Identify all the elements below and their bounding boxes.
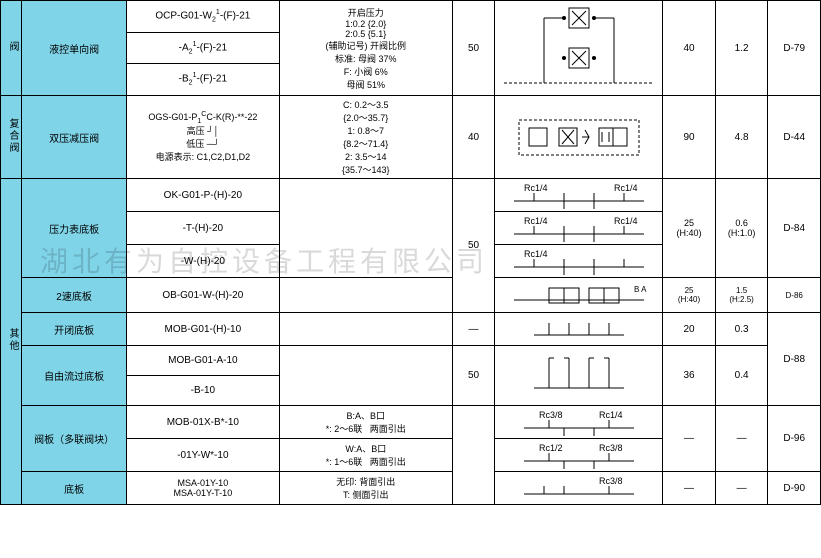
model-mob-b: -B-10 <box>127 376 279 406</box>
mass-1: 1.2 <box>715 1 768 96</box>
mass-4: 1.5(H:2.5) <box>715 278 768 313</box>
svg-text:Rc3/8: Rc3/8 <box>539 410 563 420</box>
category-dual-pressure: 双压减压阀 <box>22 96 127 179</box>
diagram-2speed: B A <box>495 278 663 313</box>
weight-6: 36 <box>663 346 716 406</box>
mass-8: — <box>715 472 768 505</box>
category-base: 底板 <box>22 472 127 505</box>
model-mob: MOB-G01-(H)-10 <box>127 313 279 346</box>
diagram-manifold-1: Rc3/8 Rc1/4 <box>495 406 663 439</box>
specs-gauge <box>279 179 452 278</box>
model-ogs: OGS-G01-P1CC-K(R)-**-22 高压 ┘│ 低压 ─┘ 电源表示… <box>127 96 279 179</box>
weight-4: 25(H:40) <box>663 278 716 313</box>
mass-6: 0.4 <box>715 346 768 406</box>
specs-manifold-2: W:A、B口*: 1～6联 两面引出 <box>279 439 452 472</box>
group-label-composite: 复合阀 <box>1 96 22 179</box>
model-ok-p: OK-G01-P-(H)-20 <box>127 179 279 212</box>
category-onoff: 开闭底板 <box>22 313 127 346</box>
specs-ogs: C: 0.2～3.5 {2.0～35.7} 1: 0.8～7 {8.2～71.4… <box>279 96 452 179</box>
category-2speed: 2速底板 <box>22 278 127 313</box>
weight-3: 25(H:40) <box>663 179 716 278</box>
diagram-base: Rc3/8 <box>495 472 663 505</box>
diagram-manifold-2: Rc1/2 Rc3/8 <box>495 439 663 472</box>
diagram-freeflow <box>495 346 663 406</box>
specs-base: 无印: 背面引出 T: 侧面引出 <box>279 472 452 505</box>
diagram-gauge-1: Rc1/4 Rc1/4 <box>495 179 663 212</box>
model-ob: OB-G01-W-(H)-20 <box>127 278 279 313</box>
diagram-1 <box>495 1 663 96</box>
model-mob-01x: MOB-01X-B*-10 <box>127 406 279 439</box>
pressure-7 <box>453 406 495 505</box>
svg-text:Rc1/4: Rc1/4 <box>614 183 638 193</box>
svg-text:Rc1/4: Rc1/4 <box>524 249 548 259</box>
model-mob-01y: -01Y-W*-10 <box>127 439 279 472</box>
model-ocp: OCP-G01-W21-(F)-21 <box>127 1 279 33</box>
mass-3: 0.6(H:1.0) <box>715 179 768 278</box>
svg-text:Rc1/4: Rc1/4 <box>524 216 548 226</box>
category-pilot-check: 液控单向阀 <box>22 1 127 96</box>
svg-text:Rc3/8: Rc3/8 <box>599 476 623 486</box>
specs-2speed <box>279 278 452 313</box>
pressure-2: 40 <box>453 96 495 179</box>
category-freeflow: 自由流过底板 <box>22 346 127 406</box>
pressure-5: — <box>453 313 495 346</box>
mass-5: 0.3 <box>715 313 768 346</box>
diagram-gauge-3: Rc1/4 <box>495 245 663 278</box>
pressure-3: 50 <box>453 179 495 313</box>
ref-2: D-44 <box>768 96 821 179</box>
spec-table: 阀 液控单向阀 OCP-G01-W21-(F)-21 开启压力 1:0.2 {2… <box>0 0 821 505</box>
specs-pilot-check: 开启压力 1:0.2 {2.0} 2:0.5 {5.1} (辅助记号) 开阀比例… <box>279 1 452 96</box>
svg-text:Rc1/2: Rc1/2 <box>539 443 563 453</box>
weight-7: — <box>663 406 716 472</box>
ref-3: D-84 <box>768 179 821 278</box>
diagram-2 <box>495 96 663 179</box>
specs-onoff <box>279 313 452 346</box>
ref-7: D-96 <box>768 406 821 472</box>
ref-5: D-88 <box>768 313 821 406</box>
svg-text:B A: B A <box>634 285 647 294</box>
svg-text:Rc1/4: Rc1/4 <box>599 410 623 420</box>
svg-text:Rc1/4: Rc1/4 <box>614 216 638 226</box>
model-a: -A21-(F)-21 <box>127 32 279 64</box>
ref-1: D-79 <box>768 1 821 96</box>
diagram-onoff <box>495 313 663 346</box>
specs-manifold-1: B:A、B口*: 2～6联 两面引出 <box>279 406 452 439</box>
category-gauge-base: 压力表底板 <box>22 179 127 278</box>
diagram-gauge-2: Rc1/4 Rc1/4 <box>495 212 663 245</box>
weight-2: 90 <box>663 96 716 179</box>
mass-7: — <box>715 406 768 472</box>
category-manifold: 阀板（多联阀块） <box>22 406 127 472</box>
weight-1: 40 <box>663 1 716 96</box>
model-ok-t: -T-(H)-20 <box>127 212 279 245</box>
model-ok-w: -W-(H)-20 <box>127 245 279 278</box>
mass-2: 4.8 <box>715 96 768 179</box>
svg-text:Rc1/4: Rc1/4 <box>524 183 548 193</box>
weight-8: — <box>663 472 716 505</box>
ref-4: D-86 <box>768 278 821 313</box>
specs-freeflow <box>279 346 452 406</box>
group-label-other: 其他 <box>1 179 22 505</box>
weight-5: 20 <box>663 313 716 346</box>
model-b: -B21-(F)-21 <box>127 64 279 96</box>
ref-8: D-90 <box>768 472 821 505</box>
pressure-1: 50 <box>453 1 495 96</box>
model-mob-a: MOB-G01-A-10 <box>127 346 279 376</box>
model-msa: MSA-01Y-10MSA-01Y-T-10 <box>127 472 279 505</box>
group-label-valve: 阀 <box>1 1 22 96</box>
svg-text:Rc3/8: Rc3/8 <box>599 443 623 453</box>
pressure-6: 50 <box>453 346 495 406</box>
